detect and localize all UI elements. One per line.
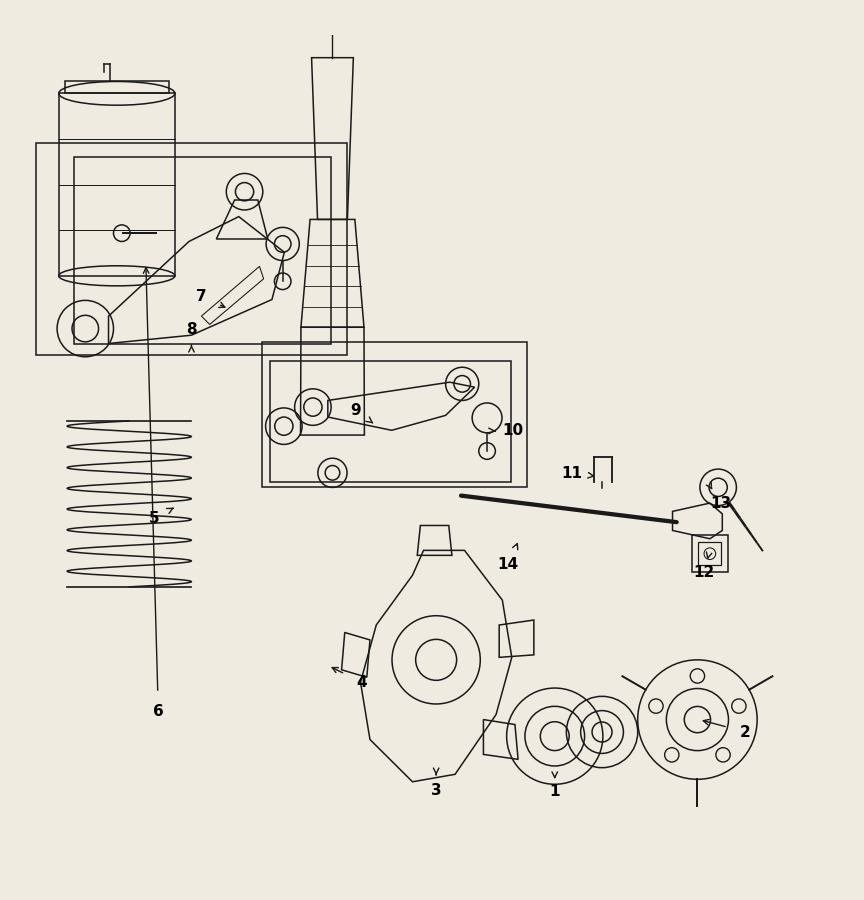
Text: 10: 10 <box>503 423 524 438</box>
Text: 13: 13 <box>710 497 731 511</box>
Text: 6: 6 <box>153 704 163 719</box>
Text: 12: 12 <box>694 565 715 581</box>
Text: 7: 7 <box>196 289 206 304</box>
Text: 4: 4 <box>356 675 367 689</box>
Text: 8: 8 <box>186 322 197 338</box>
Text: 3: 3 <box>431 783 442 797</box>
Text: 11: 11 <box>561 465 581 481</box>
Text: 1: 1 <box>550 784 560 799</box>
Text: 2: 2 <box>740 724 751 740</box>
Text: 9: 9 <box>351 402 361 418</box>
Text: 14: 14 <box>498 557 519 572</box>
Text: 5: 5 <box>149 510 160 526</box>
